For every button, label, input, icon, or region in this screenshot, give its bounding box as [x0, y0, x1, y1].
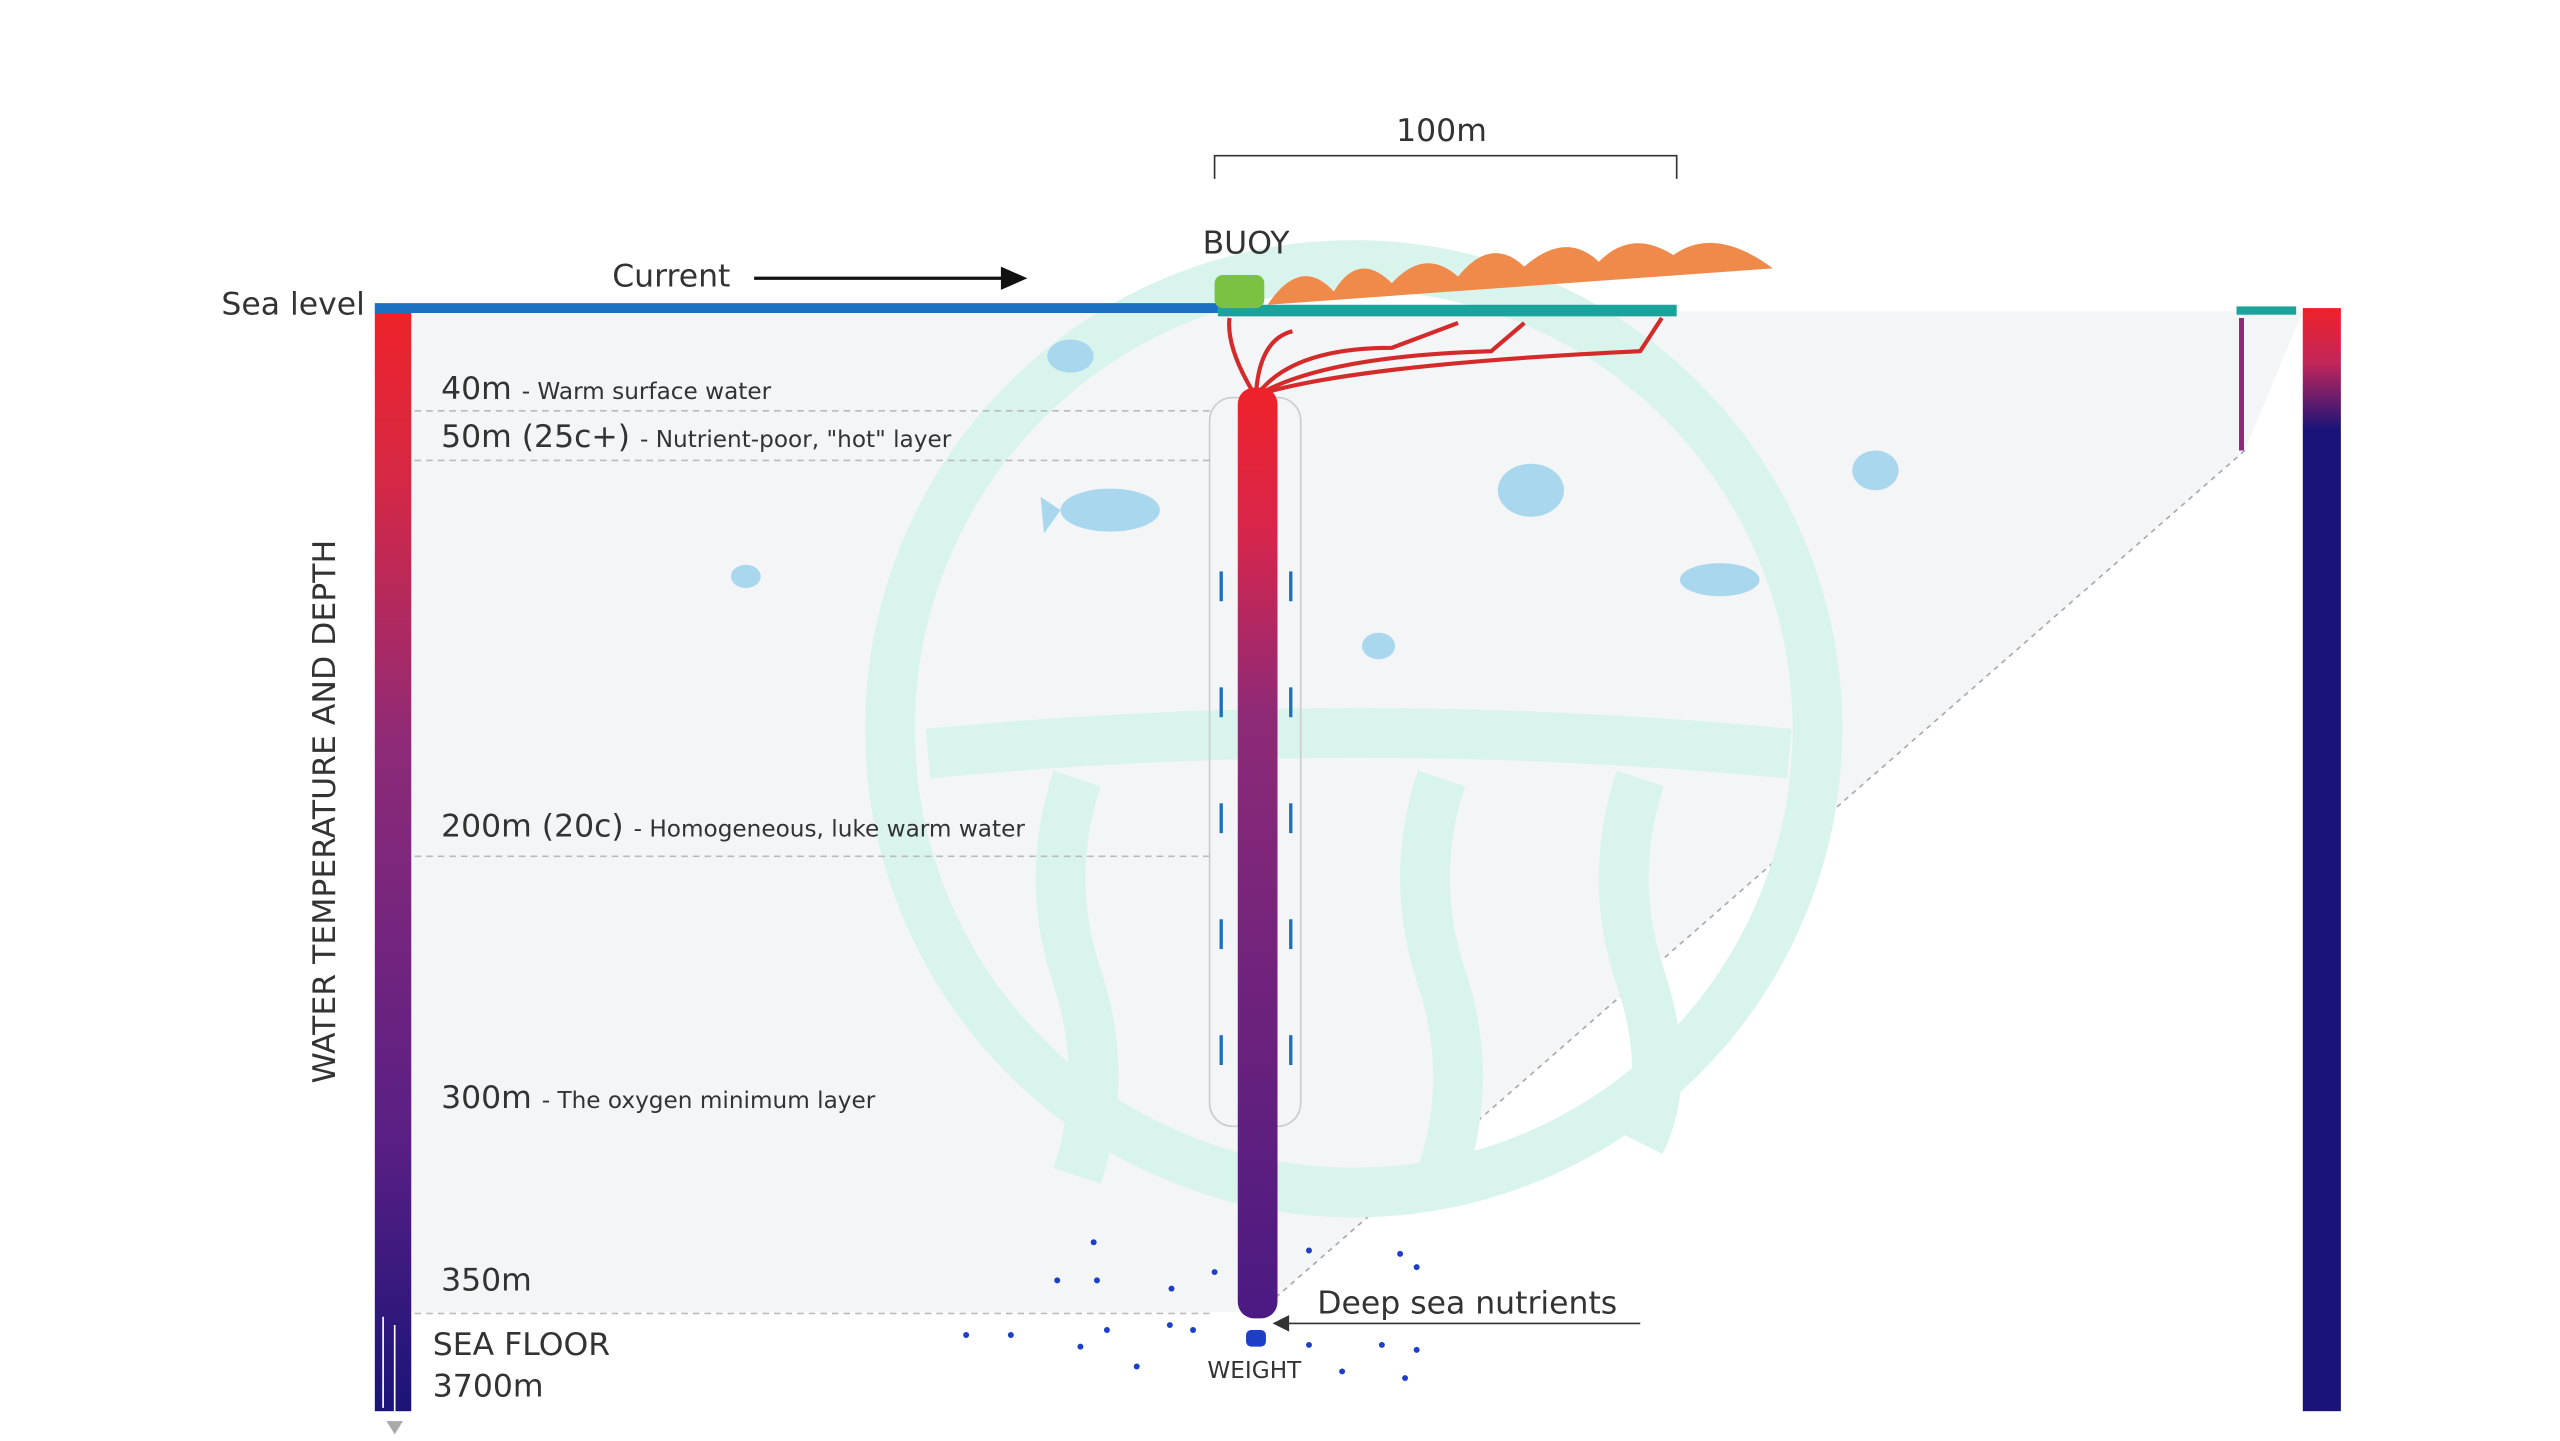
depth-label: 200m (20c) - Homogeneous, luke warm water — [441, 808, 1025, 844]
depth-label: 300m - The oxygen minimum layer — [441, 1080, 876, 1116]
floor-arrow — [386, 1421, 403, 1435]
width-label: 100m — [1396, 113, 1487, 149]
floor-marker — [382, 1316, 396, 1417]
pointer-head — [1272, 1315, 1290, 1332]
feed-pipes — [1227, 316, 1664, 397]
seaweed — [1267, 242, 1773, 305]
nutrients-label: Deep sea nutrients — [1317, 1285, 1617, 1321]
water — [411, 311, 2303, 1312]
depth-value: 50m (25c+) — [441, 419, 630, 455]
watermark — [865, 240, 1843, 1218]
depth-label: 350m — [441, 1262, 532, 1298]
pipe — [1237, 387, 1278, 1319]
depth-description: - The oxygen minimum layer — [542, 1087, 876, 1114]
depth-value: 300m — [441, 1080, 532, 1116]
sea-level-label: Sea level — [221, 287, 364, 323]
depth-description: - Nutrient-poor, "hot" layer — [640, 426, 952, 453]
weight — [1246, 1330, 1266, 1347]
fish — [730, 339, 1899, 660]
overview-platform — [2236, 306, 2297, 315]
sea-floor-depth: 3700m — [433, 1368, 544, 1404]
nutrient-dots — [963, 1239, 1420, 1382]
platform — [1217, 304, 1677, 317]
flow-arrows — [1219, 571, 1293, 1066]
sea-floor-title: SEA FLOOR — [433, 1327, 610, 1363]
depth-value: 200m (20c) — [441, 808, 624, 844]
temperature-bar-overview — [2302, 308, 2341, 1412]
temperature-bar — [374, 311, 412, 1412]
current-label: Current — [612, 259, 730, 295]
depth-value: 350m — [441, 1262, 532, 1298]
buoy — [1214, 274, 1265, 309]
width-bracket — [1213, 154, 1678, 179]
depth-label: 50m (25c+) - Nutrient-poor, "hot" layer — [441, 419, 952, 455]
axis-title: WATER TEMPERATURE AND DEPTH — [307, 540, 343, 1084]
depth-description: - Homogeneous, luke warm water — [634, 815, 1026, 842]
arrow-head — [1000, 266, 1028, 290]
buoy-label: BUOY — [1203, 225, 1291, 261]
depth-description: - Warm surface water — [522, 378, 772, 405]
depth-label: 40m - Warm surface water — [441, 371, 772, 407]
weight-label: WEIGHT — [1207, 1357, 1302, 1384]
depth-value: 40m — [441, 371, 512, 407]
